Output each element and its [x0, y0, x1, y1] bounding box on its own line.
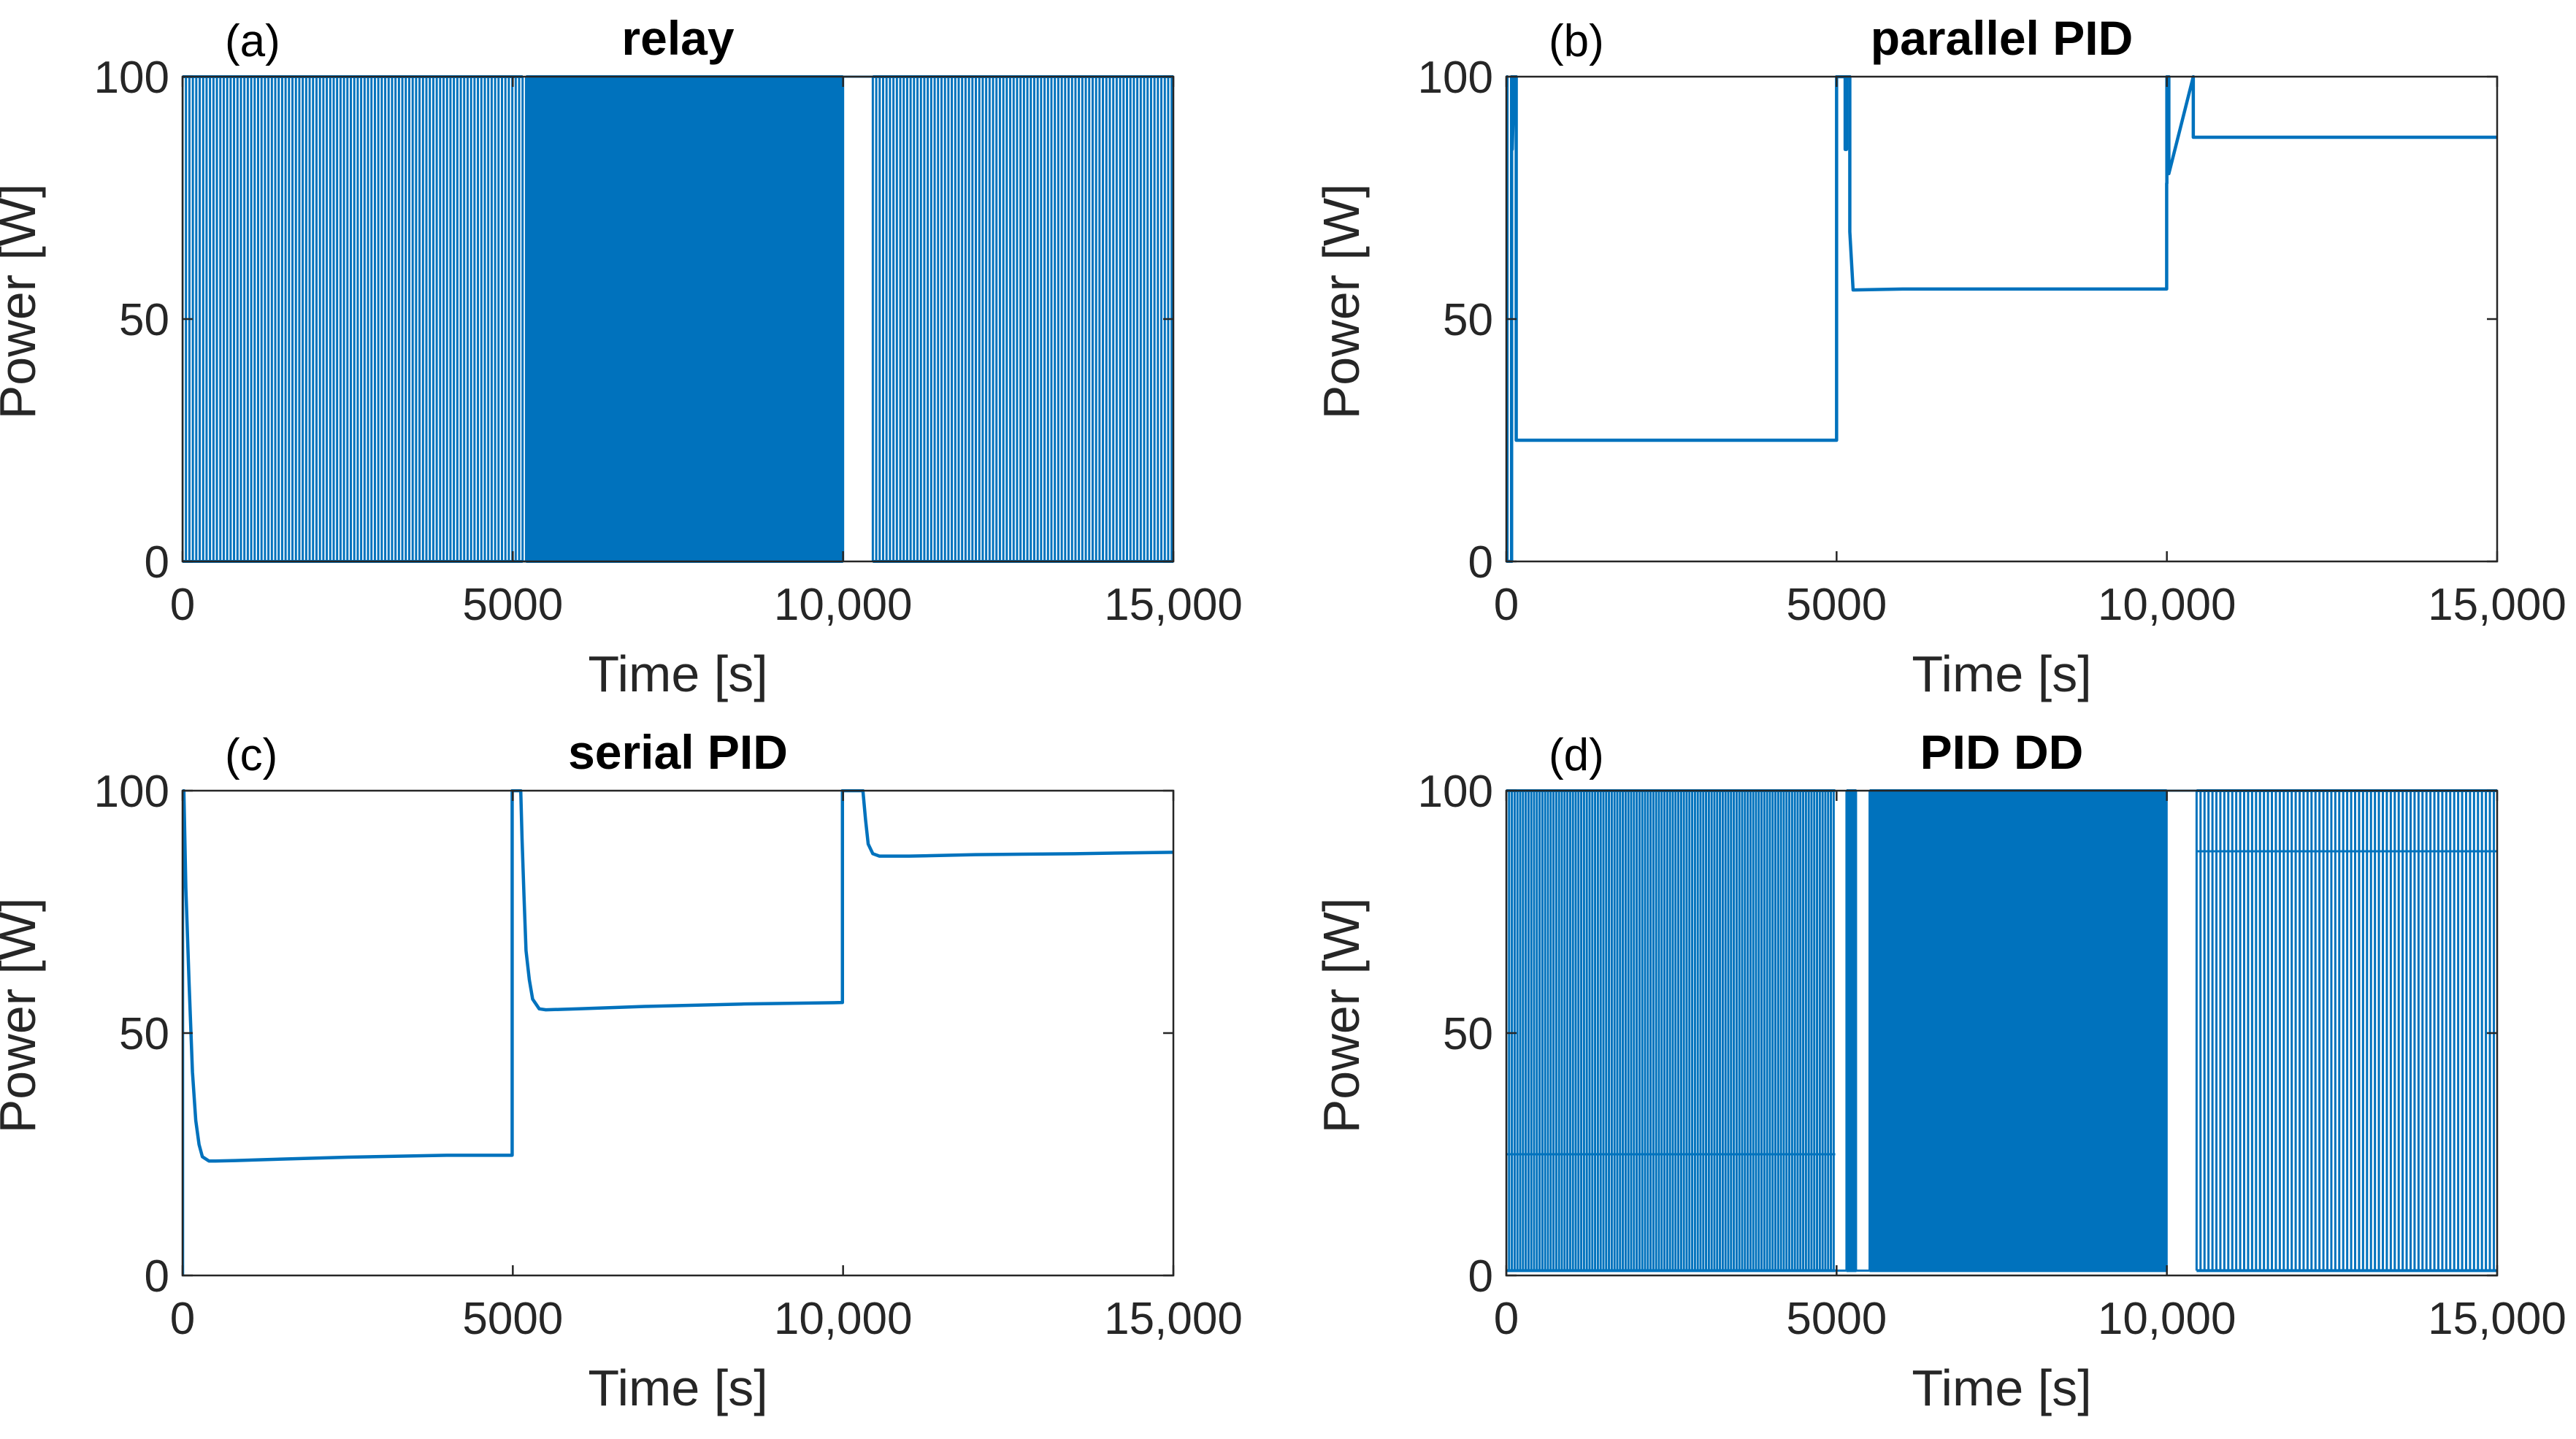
x-tick-label: 5000 — [1786, 1294, 1887, 1344]
x-axis-label: Time [s] — [1912, 645, 2091, 702]
panel-title: parallel PID — [1871, 11, 2134, 65]
x-axis-label: Time [s] — [588, 1359, 767, 1416]
switching-pulses-0 — [183, 77, 524, 561]
y-tick-label: 100 — [1418, 53, 1493, 103]
x-tick-label: 5000 — [1786, 580, 1887, 630]
y-tick-label: 50 — [1443, 295, 1493, 345]
panel-title: serial PID — [568, 725, 788, 779]
chart-panel-c: 0 5000 10,000 15,000 0 50 100 Time [s] Power [W]… — [0, 725, 1243, 1416]
y-tick-label: 0 — [1468, 1251, 1493, 1302]
x-axis-label: Time [s] — [588, 645, 767, 702]
x-tick-label: 10,000 — [774, 1294, 913, 1344]
x-tick-label: 15,000 — [1104, 1294, 1243, 1344]
panel-label: (d) — [1549, 730, 1604, 780]
switching-pulses-3 — [2195, 791, 2495, 1271]
x-tick-label: 0 — [170, 580, 195, 630]
y-tick-label: 50 — [119, 295, 169, 345]
switching-pulses-1 — [524, 77, 845, 561]
series-line-power — [183, 789, 1173, 1275]
y-axis-label: Power [W] — [1313, 898, 1370, 1134]
x-tick-label: 10,000 — [2098, 580, 2236, 630]
y-tick-label: 50 — [1443, 1009, 1493, 1059]
switching-pulses-1 — [1845, 791, 1858, 1271]
x-tick-label: 10,000 — [774, 580, 913, 630]
x-tick-label: 0 — [170, 1294, 195, 1344]
switching-pulses-0 — [1506, 791, 1835, 1271]
chart-panel-a: 0 5000 10,000 15,000 0 50 100 Time [s] Power [W]… — [0, 11, 1243, 702]
y-tick-label: 0 — [145, 1251, 169, 1302]
chart-panel-d: 0 5000 10,000 15,000 0 50 100 Time [s] Power [W]… — [1313, 725, 2567, 1416]
x-tick-label: 15,000 — [2428, 580, 2567, 630]
x-tick-label: 0 — [1494, 580, 1519, 630]
x-tick-label: 15,000 — [1104, 580, 1243, 630]
switching-pulses-2 — [871, 77, 1173, 561]
panel-title: PID DD — [1920, 725, 2084, 779]
plot-data — [183, 789, 1173, 1275]
panel-label: (a) — [225, 16, 280, 66]
panel-label: (c) — [225, 730, 277, 780]
y-axis-label: Power [W] — [0, 184, 46, 420]
y-tick-label: 50 — [119, 1009, 169, 1059]
y-axis-label: Power [W] — [0, 898, 46, 1134]
y-tick-label: 0 — [1468, 537, 1493, 588]
y-tick-label: 100 — [1418, 767, 1493, 817]
x-tick-label: 0 — [1494, 1294, 1519, 1344]
switching-pulses-2 — [1868, 791, 2168, 1271]
plot-data — [183, 75, 1173, 563]
y-tick-label: 0 — [145, 537, 169, 588]
y-axis-label: Power [W] — [1313, 184, 1370, 420]
x-tick-label: 10,000 — [2098, 1294, 2236, 1344]
x-tick-label: 5000 — [462, 580, 563, 630]
x-axis-label: Time [s] — [1912, 1359, 2091, 1416]
x-tick-label: 5000 — [462, 1294, 563, 1344]
chart-panel-b: 0 5000 10,000 15,000 0 50 100 Time [s] Power [W]… — [1313, 11, 2567, 702]
panel-title: relay — [621, 11, 734, 65]
x-tick-label: 15,000 — [2428, 1294, 2567, 1344]
y-tick-label: 100 — [94, 53, 169, 103]
panel-label: (b) — [1549, 16, 1604, 66]
y-tick-label: 100 — [94, 767, 169, 817]
